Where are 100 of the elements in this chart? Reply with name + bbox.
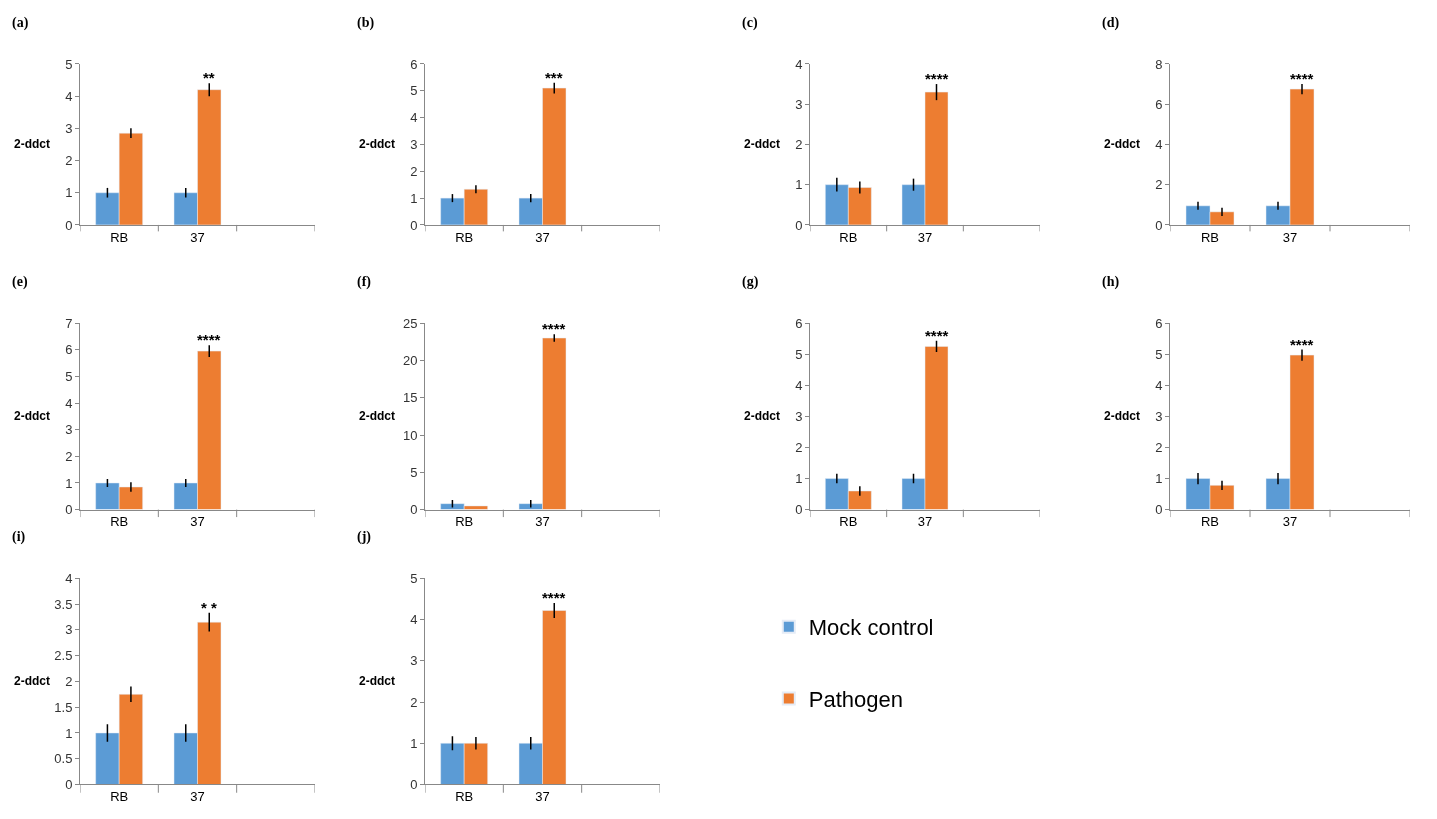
- x-tick-label: RB: [839, 229, 858, 245]
- y-tick-label: 4: [795, 56, 803, 72]
- x-tick-label: RB: [455, 514, 474, 530]
- y-tick-label: 15: [402, 390, 418, 406]
- y-tick-label: 5: [410, 464, 418, 480]
- y-tick-label: 2: [795, 440, 803, 455]
- y-tick-label: 1: [410, 190, 418, 206]
- y-tick-label: 3: [1155, 408, 1163, 424]
- x-tick-label: 37: [917, 514, 933, 530]
- y-tick-label: 0: [65, 217, 73, 233]
- y-tick-label: 1: [65, 725, 73, 741]
- y-tick-label: 4: [1155, 136, 1163, 152]
- y-tick-label: 0: [410, 502, 418, 518]
- y-axis-title: 2-ddct: [14, 674, 50, 688]
- y-tick-label: 4: [1155, 377, 1163, 393]
- x-tick-label: 37: [190, 514, 205, 530]
- y-tick-label: 1: [410, 735, 418, 751]
- y-tick-label: 25: [402, 315, 418, 331]
- y-tick-label: 6: [1155, 96, 1163, 112]
- y-tick-label: 0: [795, 502, 803, 518]
- chart-title: (e): [12, 274, 28, 290]
- y-tick-label: 3: [795, 408, 803, 424]
- y-axis-title: 2-ddct: [359, 409, 395, 423]
- y-tick-label: 0: [410, 777, 418, 793]
- x-tick-label: 37: [535, 789, 550, 805]
- y-tick-label: 0.5: [54, 751, 73, 767]
- y-tick-label: 3: [65, 120, 73, 136]
- y-tick-label: 1: [1155, 471, 1163, 487]
- y-tick-label: 3: [795, 96, 803, 112]
- y-tick-label: 7: [65, 315, 73, 331]
- x-tick-label: 37: [1282, 514, 1298, 530]
- y-tick-label: 5: [410, 570, 418, 586]
- y-tick-label: 2: [65, 673, 73, 689]
- x-tick-label: RB: [110, 229, 129, 245]
- x-tick-label: 37: [1282, 229, 1298, 245]
- y-tick-label: 0: [1155, 217, 1163, 233]
- annotation: * *: [201, 599, 217, 616]
- annotation: ****: [1290, 336, 1314, 353]
- y-tick-label: 6: [1155, 315, 1163, 331]
- y-tick-label: 2: [65, 448, 73, 464]
- y-tick-label: 0: [65, 777, 73, 793]
- chart-title: (d): [1102, 15, 1120, 31]
- chart-title: (g): [742, 274, 759, 290]
- y-tick-label: 0: [1155, 502, 1163, 518]
- x-tick-label: 37: [190, 789, 205, 805]
- y-tick-label: 1: [65, 475, 73, 491]
- x-tick-label: 37: [535, 229, 550, 245]
- x-tick-label: RB: [455, 789, 474, 805]
- y-tick-label: 20: [402, 352, 418, 368]
- y-tick-label: 3: [65, 422, 73, 438]
- y-tick-label: 10: [402, 427, 418, 443]
- y-tick-label: 8: [1155, 56, 1163, 72]
- y-tick-label: 5: [65, 368, 73, 384]
- y-tick-label: 4: [65, 88, 73, 104]
- y-tick-label: 3.5: [54, 596, 73, 612]
- x-tick-label: 37: [535, 514, 550, 530]
- x-tick-label: 37: [917, 229, 933, 245]
- y-tick-label: 4: [65, 570, 73, 586]
- annotation: ****: [925, 70, 949, 87]
- y-tick-label: 3: [65, 622, 73, 638]
- legend-label: Pathogen: [808, 686, 903, 712]
- chart-title: (j): [357, 529, 372, 545]
- chart-title: (h): [1102, 274, 1120, 290]
- y-tick-label: 0: [410, 217, 418, 233]
- x-tick-label: RB: [839, 514, 858, 530]
- chart-title: (c): [742, 15, 758, 31]
- annotation: ****: [925, 327, 949, 344]
- y-tick-label: 4: [65, 395, 73, 411]
- annotation: ****: [542, 320, 566, 337]
- y-tick-label: 4: [410, 612, 418, 628]
- annotation: ***: [545, 69, 563, 86]
- y-tick-label: 4: [410, 110, 418, 126]
- y-tick-label: 1.5: [54, 699, 73, 715]
- y-tick-label: 5: [795, 346, 803, 362]
- y-axis-title: 2-ddct: [359, 674, 395, 688]
- y-tick-label: 2: [795, 136, 803, 152]
- y-tick-label: 5: [65, 56, 73, 72]
- y-tick-label: 4: [795, 377, 803, 393]
- y-tick-label: 3: [410, 653, 418, 669]
- y-axis-title: 2-ddct: [1104, 137, 1140, 151]
- y-tick-label: 6: [65, 342, 73, 358]
- y-tick-label: 2: [410, 163, 418, 179]
- chart-title: (f): [357, 274, 372, 290]
- y-tick-label: 5: [1155, 346, 1163, 362]
- y-tick-label: 1: [65, 185, 73, 201]
- y-tick-label: 2: [1155, 177, 1163, 193]
- y-tick-label: 1: [795, 471, 803, 487]
- y-tick-label: 2.5: [54, 648, 73, 664]
- y-axis-title: 2-ddct: [14, 409, 50, 423]
- x-tick-label: 37: [190, 229, 205, 245]
- x-tick-label: RB: [110, 514, 129, 530]
- y-tick-label: 2: [410, 694, 418, 710]
- y-tick-label: 0: [795, 217, 803, 233]
- y-tick-label: 1: [795, 177, 803, 193]
- y-tick-label: 5: [410, 83, 418, 99]
- chart-title: (a): [12, 15, 29, 31]
- annotation: **: [203, 69, 215, 86]
- x-tick-label: RB: [455, 229, 474, 245]
- y-axis-title: 2-ddct: [14, 137, 50, 151]
- y-tick-label: 2: [65, 153, 73, 169]
